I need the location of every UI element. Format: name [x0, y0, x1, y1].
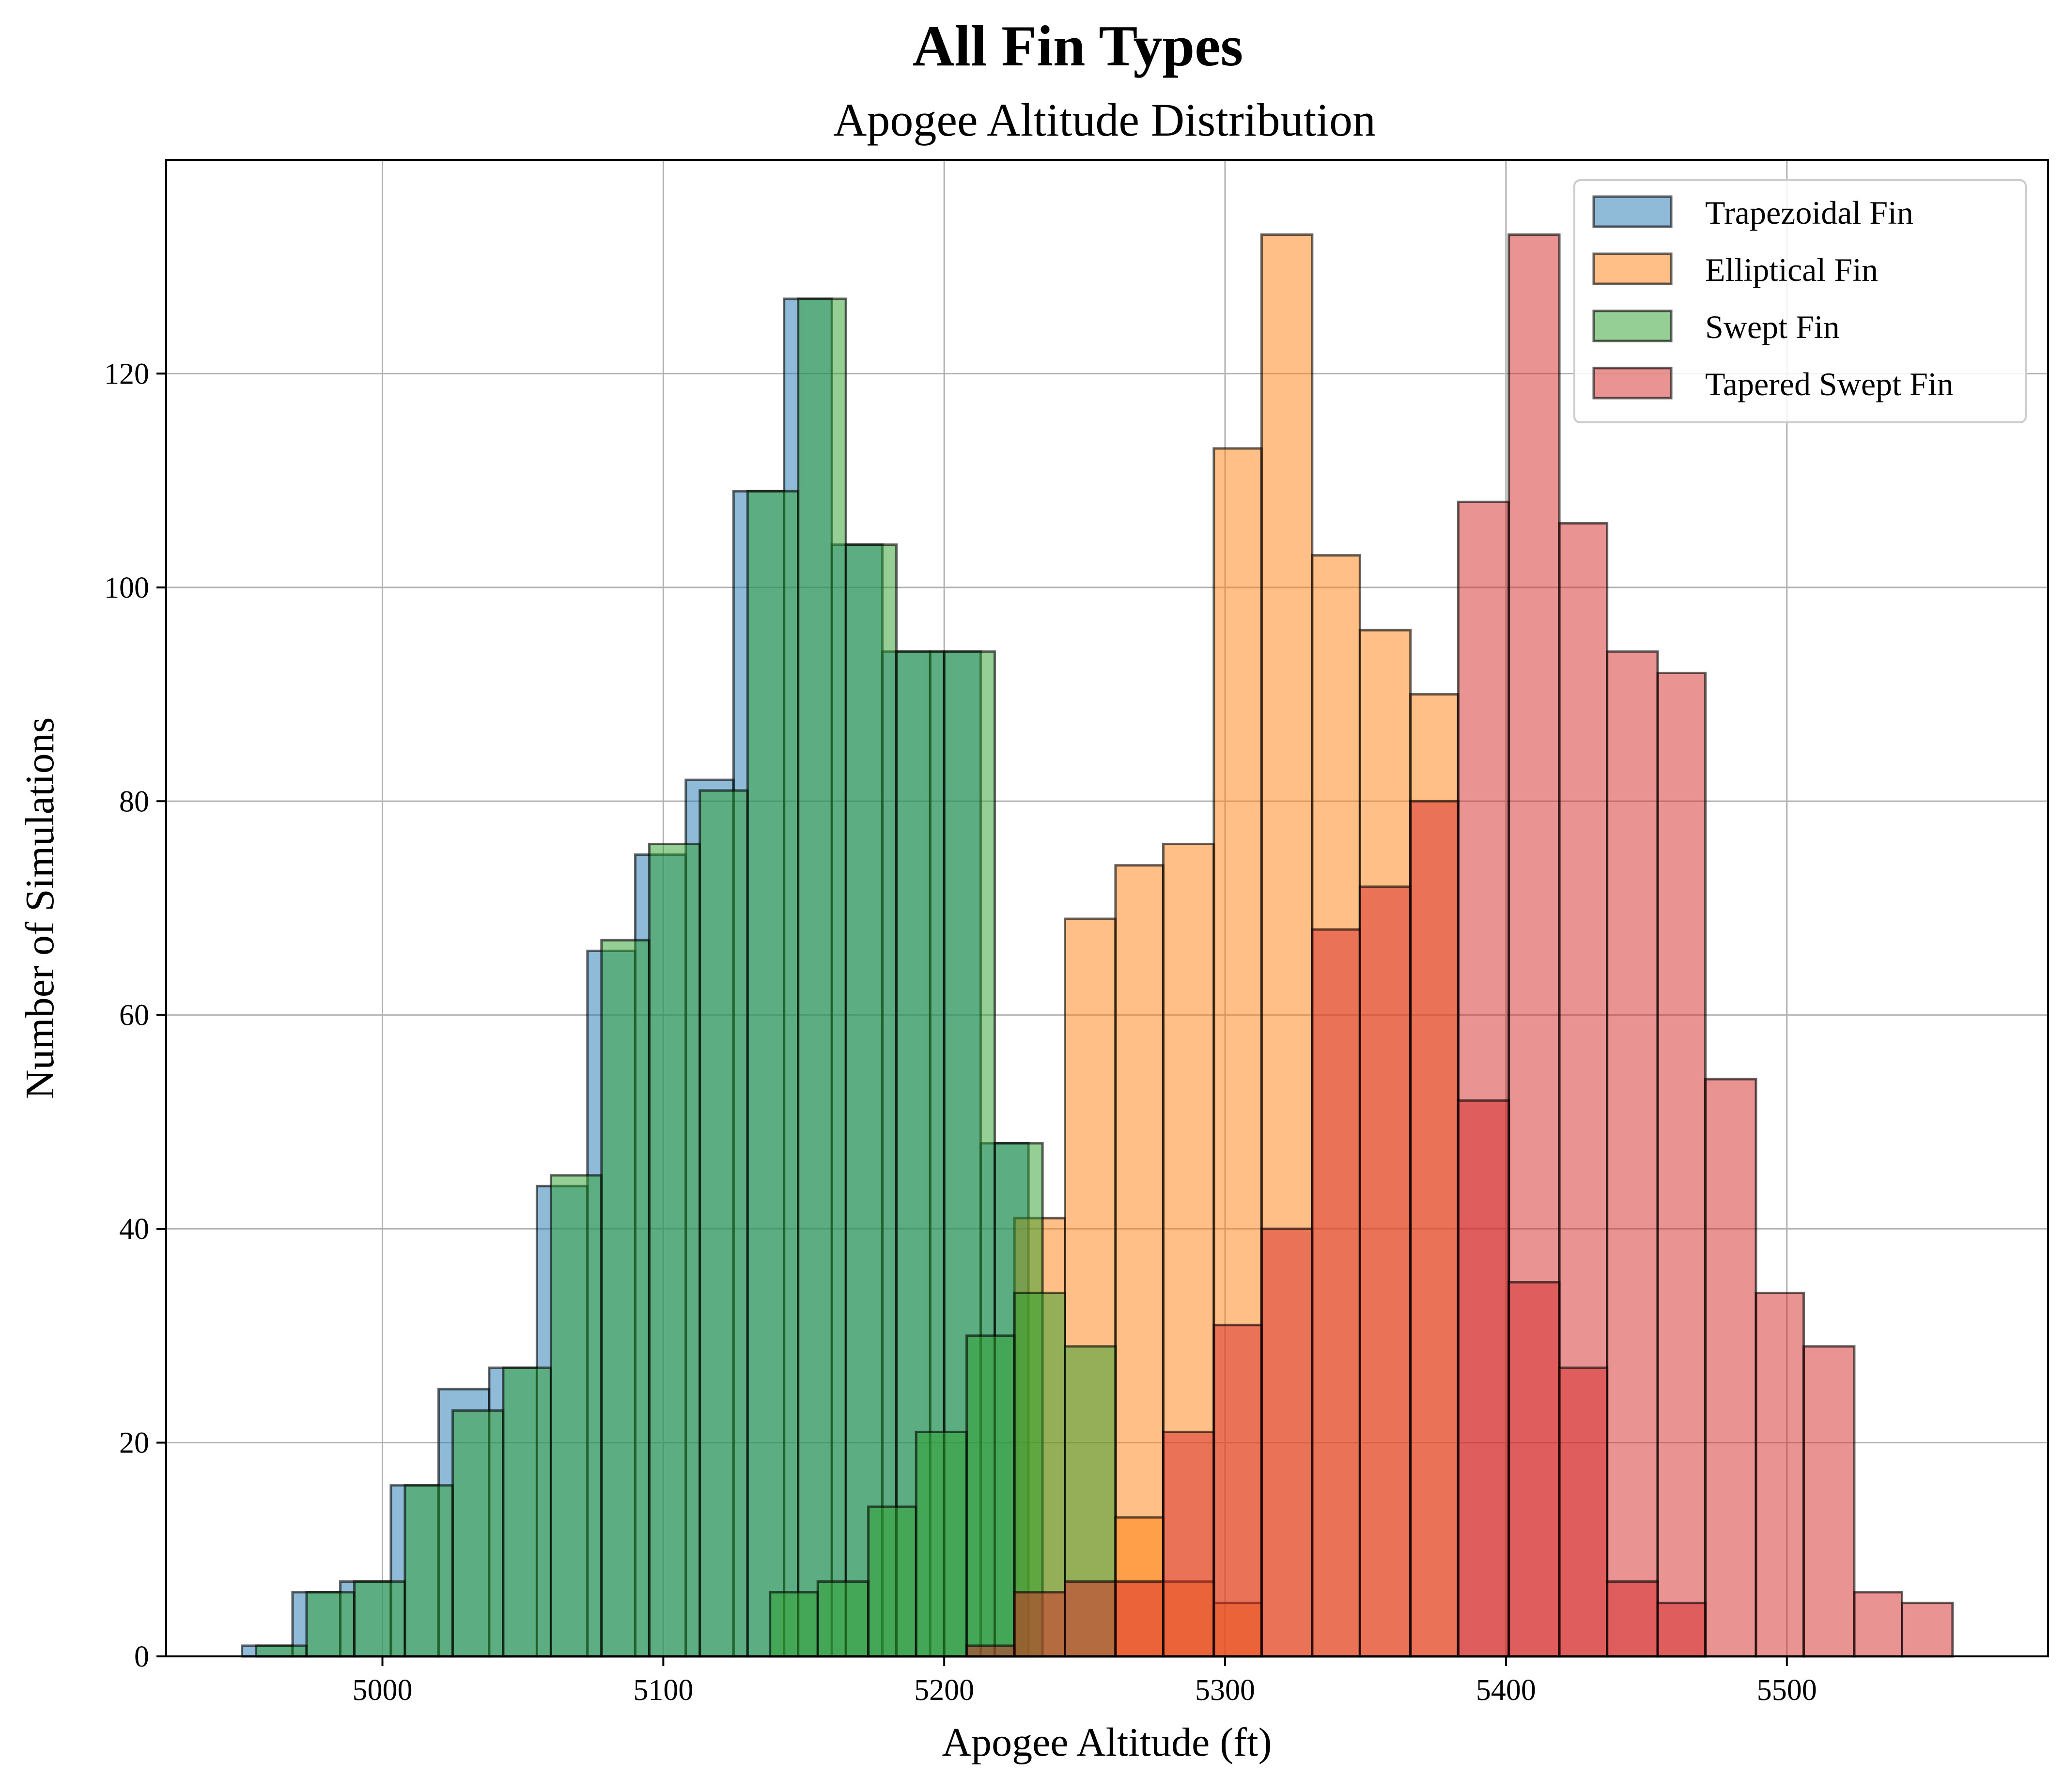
histogram-bar-swept-fin	[502, 1366, 552, 1658]
histogram-bar-tapered-swept-fin	[1212, 1324, 1263, 1658]
y-tick-label: 20	[119, 1427, 149, 1460]
y-tick-label: 60	[119, 999, 149, 1032]
histogram-bar-tapered-swept-fin	[1606, 1580, 1659, 1658]
histogram-bar-tapered-swept-fin	[965, 1644, 1016, 1658]
histogram-bar-swept-fin	[305, 1591, 356, 1658]
histogram-bar-tapered-swept-fin	[1260, 1227, 1314, 1658]
histogram-bar-swept-fin	[769, 1591, 819, 1658]
histogram-bar-tapered-swept-fin	[1013, 1591, 1067, 1658]
histogram-bar-swept-fin	[965, 1334, 1016, 1658]
histogram-bar-swept-fin	[353, 1580, 406, 1658]
y-tick-label: 100	[104, 572, 149, 604]
histogram-bar-tapered-swept-fin	[1802, 1345, 1856, 1658]
axis-ticks: 5000 5100 5200 5300 5400 5500 0 20 40 60 80 100 120	[104, 357, 1817, 1707]
x-tick-label: 5300	[1195, 1674, 1255, 1707]
legend-frame	[1573, 179, 2027, 423]
chart-subtitle: Apogee Altitude Distribution	[833, 94, 1376, 146]
legend-swatch	[1592, 195, 1673, 228]
y-tick-label: 0	[134, 1640, 149, 1673]
histogram-bar-tapered-swept-fin	[1704, 1078, 1757, 1658]
histogram-bar-swept-fin	[600, 939, 651, 1658]
histogram-bar-swept-fin	[816, 1580, 870, 1658]
histogram-bar-swept-fin	[255, 1644, 308, 1658]
histogram-bar-swept-fin	[404, 1484, 454, 1658]
histogram-bar-swept-fin	[746, 490, 800, 1658]
histogram-bar-tapered-swept-fin	[1358, 885, 1412, 1658]
histogram-bar-tapered-swept-fin	[1656, 671, 1707, 1658]
x-tick-label: 5500	[1757, 1674, 1817, 1707]
histogram-bar-tapered-swept-fin	[1064, 1580, 1117, 1658]
legend: Trapezoidal Fin Elliptical Fin Swept Fin Ta…	[1573, 179, 2027, 423]
histogram-bar-swept-fin	[797, 297, 847, 1658]
histogram-bar-swept-fin	[648, 843, 701, 1658]
histogram-bar-tapered-swept-fin	[1606, 650, 1659, 1658]
y-tick-label: 80	[119, 785, 149, 818]
plot-frame	[165, 159, 2049, 1657]
histogram-bar-tapered-swept-fin	[1409, 800, 1460, 1658]
legend-swatch	[1592, 252, 1673, 285]
histogram-bar-tapered-swept-fin	[1311, 928, 1361, 1658]
legend-label: Tapered Swept Fin	[1705, 366, 1954, 402]
histogram-bars	[241, 233, 1954, 1658]
x-tick-label: 5400	[1476, 1674, 1536, 1707]
histogram-bar-swept-fin	[699, 789, 749, 1658]
x-tick-label: 5200	[914, 1674, 974, 1707]
histogram-bar-tapered-swept-fin	[1457, 1099, 1510, 1658]
legend-label: Trapezoidal Fin	[1705, 194, 1913, 231]
y-axis-label: Number of Simulations	[17, 717, 62, 1099]
histogram-bar-swept-fin	[549, 1174, 603, 1658]
legend-swatch	[1592, 309, 1673, 342]
y-tick-label: 40	[119, 1213, 149, 1246]
histogram-bar-tapered-swept-fin	[1114, 1580, 1165, 1658]
chart-title: All Fin Types	[913, 14, 1243, 78]
histogram-bar-swept-fin	[915, 1431, 968, 1658]
histogram-bar-swept-fin	[867, 1505, 917, 1658]
histogram-bar-tapered-swept-fin	[1558, 1366, 1609, 1658]
histogram-bar-tapered-swept-fin	[1507, 1281, 1561, 1658]
histogram-bar-tapered-swept-fin	[1755, 1292, 1805, 1658]
histogram-bar-tapered-swept-fin	[1656, 1602, 1707, 1658]
legend-swatch	[1592, 367, 1673, 400]
histogram-bar-tapered-swept-fin	[1162, 1431, 1215, 1658]
x-tick-label: 5000	[352, 1674, 412, 1707]
x-axis-label: Apogee Altitude (ft)	[942, 1720, 1272, 1765]
y-tick-label: 120	[104, 357, 149, 390]
x-tick-label: 5100	[633, 1674, 693, 1707]
legend-label: Elliptical Fin	[1705, 251, 1878, 288]
legend-label: Swept Fin	[1705, 309, 1840, 345]
histogram-bar-tapered-swept-fin	[1853, 1591, 1903, 1658]
histogram-bar-swept-fin	[451, 1409, 505, 1658]
histogram-bar-swept-fin	[844, 543, 898, 1658]
histogram-bar-tapered-swept-fin	[1900, 1602, 1954, 1658]
